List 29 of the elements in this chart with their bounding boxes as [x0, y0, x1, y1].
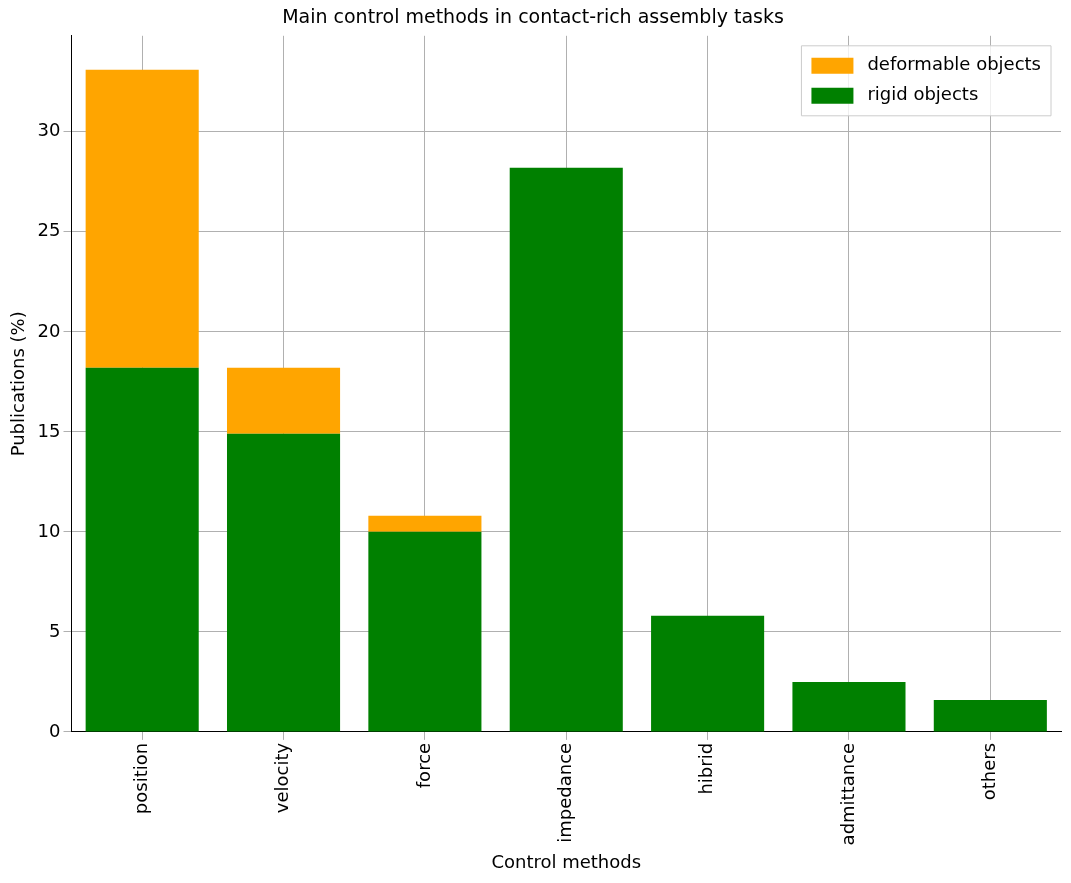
bar	[651, 615, 765, 732]
y-tick-label: 20	[37, 319, 61, 341]
bar	[933, 699, 1047, 732]
y-axis-title: Publications (%)	[7, 311, 29, 457]
y-tick-label: 10	[37, 519, 61, 541]
x-tick-label: position	[129, 742, 151, 815]
y-tick-label: 0	[49, 719, 61, 741]
x-axis-title: Control methods	[491, 850, 642, 872]
x-tick-label: force	[412, 742, 434, 789]
bar	[368, 531, 482, 732]
bar	[368, 515, 482, 532]
x-tick-label: velocity	[271, 742, 293, 814]
y-tick-label: 25	[37, 219, 61, 241]
legend-label: deformable objects	[867, 53, 1042, 75]
x-tick-label: admittance	[836, 742, 858, 846]
chart-title: Main control methods in contact-rich assembly tasks	[282, 5, 784, 28]
bar	[85, 367, 199, 732]
y-tick-label: 15	[37, 419, 61, 441]
bar	[227, 433, 341, 732]
bar	[509, 167, 623, 732]
bar	[792, 681, 906, 732]
y-tick-label: 5	[49, 619, 61, 641]
x-tick-label: impedance	[553, 742, 575, 843]
y-tick-label: 30	[37, 119, 61, 141]
legend-label: rigid objects	[867, 83, 979, 105]
x-tick-label: hibrid	[695, 742, 717, 795]
x-tick-label: others	[977, 742, 999, 801]
bar	[85, 69, 199, 368]
bar	[227, 367, 341, 434]
